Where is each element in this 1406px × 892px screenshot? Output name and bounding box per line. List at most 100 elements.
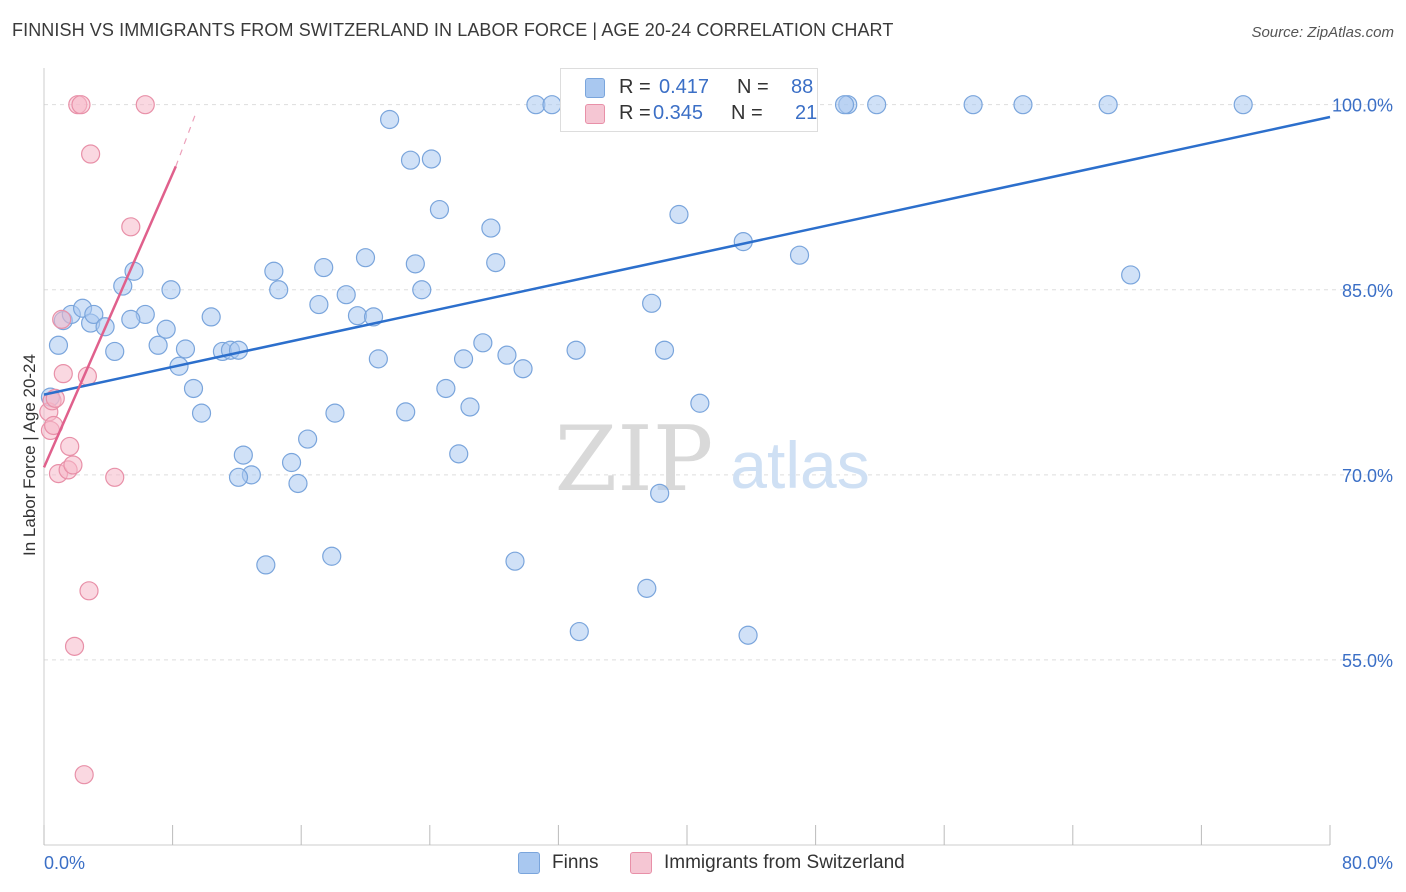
finns-point [436,378,456,399]
n-label: N = [737,75,769,98]
finns-point [486,253,506,273]
finns-point [669,204,689,225]
finns-point [380,109,400,130]
finns-point [654,340,675,360]
finns-point [281,452,302,473]
y-tick-label: 55.0% [1342,651,1393,671]
finns-point [429,199,450,220]
finns-point [642,293,662,313]
series-legend: Finns Immigrants from Switzerland [0,852,1406,878]
finns-point [121,309,141,329]
correlation-legend: R = 0.417 N = 88 R = 0.345 N = 21 [560,68,818,132]
finns-point [233,445,253,465]
finns-point [738,625,758,645]
legend-item-finns: Finns [518,852,598,874]
finns-swatch [585,78,605,98]
n-label: N = [731,101,763,124]
swiss-point [63,455,83,475]
swiss-point [74,765,94,785]
swiss-point [53,364,73,384]
finns-point [148,335,168,355]
finns-point [460,397,480,417]
finns-point [347,306,368,326]
swiss-point [64,636,85,656]
y-tick-label: 100.0% [1332,96,1393,116]
finns-point [1013,95,1033,115]
finns-point [288,473,308,494]
r-label: R = [619,101,651,124]
swiss-point [121,217,141,237]
finns-trend-line [43,115,1331,396]
finns-point [228,467,249,487]
finns-point [156,319,176,339]
finns-point [789,245,810,265]
r-label: R = [619,75,651,98]
finns-point [355,248,376,268]
finns-point [1233,95,1253,115]
swiss-trend-extension [175,110,198,167]
finns-point [183,378,204,399]
x-tick-label: 0.0% [44,853,85,873]
swiss-trend-line [42,165,177,468]
y-tick-label: 85.0% [1342,281,1393,301]
finns-point [421,149,442,169]
finns-point [322,546,342,566]
finns-point [256,555,276,575]
r-value: 0.345 [653,101,704,124]
finns-point [963,95,983,115]
r-value: 0.417 [659,75,710,98]
swiss-point [60,436,80,457]
chart-title: FINNISH VS IMMIGRANTS FROM SWITZERLAND I… [12,20,894,40]
swiss-point [71,95,91,115]
swiss-point [79,581,99,601]
finns-point [526,95,546,115]
finns-point [191,403,212,423]
finns-point [473,333,493,353]
finns-point [513,359,533,379]
finns-point [481,218,501,238]
watermark-atlas: atlas [730,428,869,502]
legend-swiss-label: Immigrants from Switzerland [664,852,905,873]
finns-point [412,280,432,300]
finns-point [637,578,657,598]
finns-point [569,621,589,642]
swiss-point [81,144,101,164]
finns-point [175,339,196,359]
finns-point [396,402,416,422]
finns-point [368,349,388,369]
finns-point [690,393,710,413]
finns-point [497,345,517,365]
finns-point [1121,265,1141,285]
finns-point [542,95,562,115]
legend-finns-label: Finns [552,852,599,873]
finns-point [269,280,289,300]
n-value: 21 [795,101,818,124]
finns-point [867,95,887,115]
finns-swatch [518,852,540,874]
finns-point [298,429,318,449]
finns-point [201,307,221,327]
finns-point [325,403,345,423]
finns-point [449,444,469,464]
swiss-point [105,467,125,487]
finns-point [84,304,104,325]
source-label: Source: ZipAtlas.com [1251,24,1394,41]
finns-point [834,95,855,115]
finns-point [48,335,69,355]
finns-point [453,349,474,369]
finns-point [505,551,525,571]
swiss-swatch [585,104,605,124]
finns-point [566,340,586,360]
finns-point [405,254,425,274]
watermark-zip: ZIP [555,407,714,512]
finns-point [264,261,284,281]
finns-point [336,285,356,305]
finns-point [309,294,329,315]
finns-point [650,483,670,503]
swiss-swatch [630,852,652,874]
n-value: 88 [791,75,814,98]
swiss-point [135,95,155,115]
finns-point [400,150,421,170]
legend-item-swiss: Immigrants from Switzerland [630,852,905,874]
